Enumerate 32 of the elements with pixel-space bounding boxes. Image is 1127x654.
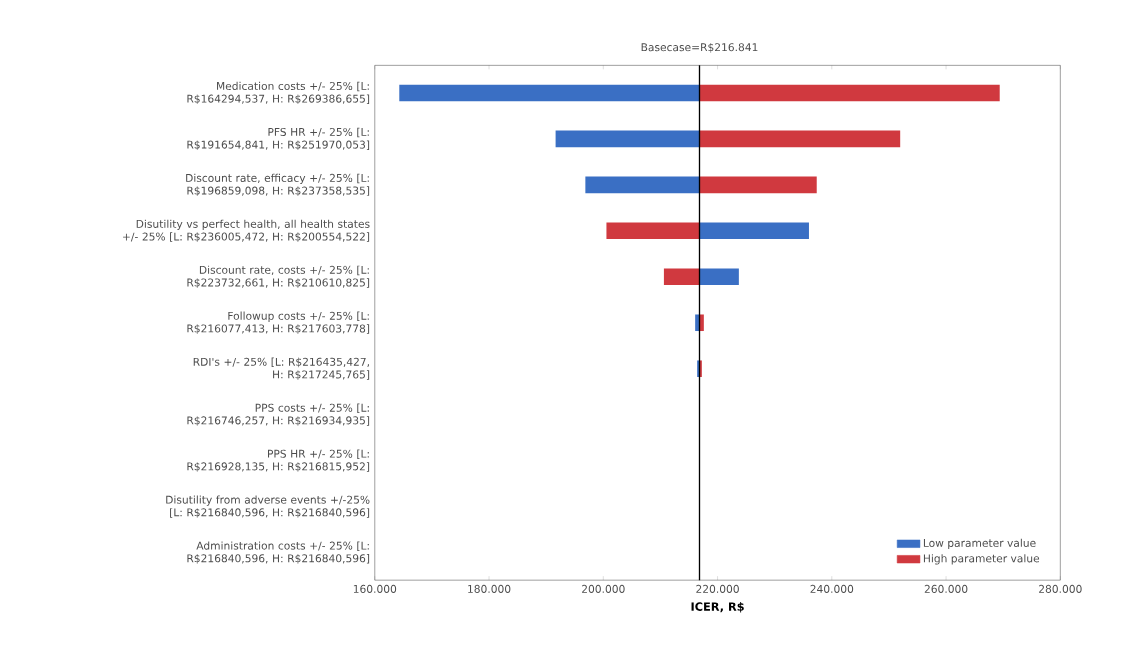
y-tick-label: PPS costs +/- 25% [L: R$216746,257, H: R$216934,935]	[187, 403, 370, 427]
y-tick-label: Disutility from adverse events +/-25% [L: R$216840,596, H: R$216840,596]	[166, 495, 370, 519]
legend-label: High parameter value	[923, 554, 1040, 565]
y-tick-label: PFS HR +/- 25% [L: R$191654,841, H: R$251970,053]	[187, 127, 370, 151]
bar	[606, 222, 700, 240]
x-tick-label: 240.000	[810, 585, 854, 594]
bar	[585, 176, 700, 194]
x-tick-label: 260.000	[924, 585, 968, 594]
x-axis-title: ICER, R$	[691, 602, 744, 613]
y-tick-label: Discount rate, costs +/- 25% [L: R$223732,661, H: R$210610,825]	[187, 265, 370, 289]
y-tick-label: Disutility vs perfect health, all health states +/- 25% [L: R$236005,472, H: R$200554,522]	[123, 219, 370, 243]
x-tick-label: 180.000	[468, 585, 511, 594]
bar	[699, 222, 809, 240]
x-tick-label: 200.000	[582, 585, 625, 594]
legend-label: Low parameter value	[923, 538, 1036, 550]
x-tick-label: 280.000	[1039, 585, 1082, 594]
bar	[699, 268, 739, 286]
bar	[555, 130, 700, 148]
y-tick-label: Followup costs +/- 25% [L: R$216077,413, H: R$217603,778]	[187, 311, 370, 335]
ref-line-label: Basecase=R$216.841	[641, 43, 758, 53]
y-tick-label: Medication costs +/- 25% [L: R$164294,537, H: R$269386,655]	[187, 82, 370, 105]
bar	[399, 84, 700, 102]
bar	[699, 176, 817, 194]
y-tick-label: Administration costs +/- 25% [L: R$216840,596, H: R$216840,596]	[187, 541, 370, 564]
y-tick-label: Discount rate, efficacy +/- 25% [L: R$196859,098, H: R$237358,535]	[186, 173, 370, 197]
bar	[699, 130, 901, 148]
x-tick-label: 220.000	[696, 585, 739, 594]
bar	[699, 84, 1000, 102]
y-tick-label: PPS HR +/- 25% [L: R$216928,135, H: R$216815,952]	[187, 449, 370, 473]
bar	[663, 268, 700, 286]
x-tick-label: 160.000	[353, 585, 397, 594]
y-tick-label: RDI's +/- 25% [L: R$216435,427, H: R$217245,765]	[193, 357, 370, 381]
